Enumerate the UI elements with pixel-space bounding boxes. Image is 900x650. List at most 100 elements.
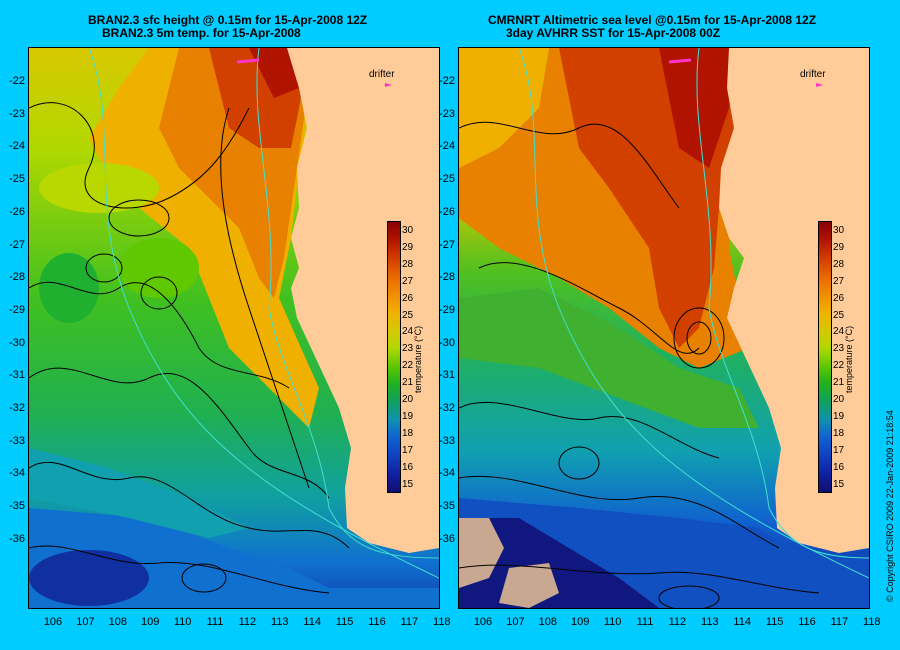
colorbar-tick-label: 17 [402, 444, 414, 456]
colorbar-tick-label: 26 [833, 292, 845, 304]
colorbar-tick-label: 23 [833, 343, 845, 355]
colorbar-tick-label: 27 [833, 275, 845, 287]
left-map-panel: drifter temperature (°C) [28, 47, 440, 609]
lat-tick-label: -36 [9, 532, 25, 545]
colorbar-tick-label: 30 [402, 225, 414, 236]
left-title-line1: BRAN2.3 sfc height @ 0.15m for 15-Apr-20… [88, 13, 368, 27]
copyright-notice: © Copyright CSIRO 2009 22-Jan-2009 21:18… [885, 410, 895, 602]
drifter-legend-marker-right [816, 83, 823, 87]
right-colorbar [818, 221, 832, 493]
colorbar-tick-label: 16 [402, 461, 414, 473]
drifter-legend-label-right: drifter [800, 69, 826, 80]
lat-tick-label: -32 [439, 402, 455, 414]
right-title-line2: 3day AVHRR SST for 15-Apr-2008 00Z [506, 26, 721, 40]
right-sst-map [459, 48, 869, 608]
lon-tick-label: 106 [473, 616, 493, 628]
colorbar-tick-label: 30 [833, 225, 845, 236]
lon-tick-label: 117 [400, 616, 419, 628]
colorbar-tick-label: 20 [833, 394, 845, 405]
drifter-track [236, 58, 260, 64]
colorbar-tick-label: 16 [833, 461, 845, 473]
lat-tick-label: -33 [9, 434, 25, 447]
right-colorbar-title: temperature (°C) [844, 325, 854, 393]
right-map-panel: drifter temperature (°C) [458, 47, 870, 609]
lat-tick-label: -26 [439, 205, 455, 218]
left-colorbar [387, 221, 401, 493]
lat-tick-label: -23 [439, 107, 455, 120]
lat-tick-label: -24 [439, 140, 455, 153]
drifter-legend-marker [385, 83, 392, 87]
lon-tick-label: 116 [368, 616, 386, 628]
lon-tick-label: 107 [76, 616, 95, 628]
lon-tick-label: 118 [433, 616, 451, 628]
colorbar-tick-label: 25 [402, 309, 414, 321]
lat-tick-label: -28 [9, 271, 25, 284]
colorbar-tick-label: 21 [833, 377, 845, 389]
colorbar-tick-label: 29 [833, 241, 845, 253]
colorbar-tick-label: 29 [402, 241, 414, 253]
lon-tick-label: 112 [668, 616, 687, 628]
lat-tick-label: -23 [9, 107, 25, 120]
colorbar-tick-label: 27 [402, 275, 414, 287]
lon-tick-label: 108 [538, 616, 557, 628]
colorbar-tick-label: 19 [402, 410, 414, 422]
lat-tick-label: -22 [439, 75, 455, 87]
lat-tick-label: -31 [439, 369, 455, 382]
colorbar-tick-label: 17 [833, 444, 845, 456]
lat-tick-label: -22 [9, 75, 25, 87]
colorbar-tick-label: 21 [402, 377, 414, 389]
lat-tick-label: -24 [9, 140, 25, 153]
lat-tick-label: -28 [439, 271, 455, 284]
lat-tick-label: -27 [9, 238, 25, 251]
lat-tick-label: -30 [439, 336, 455, 349]
lat-tick-label: -33 [439, 434, 455, 447]
colorbar-tick-label: 28 [402, 258, 414, 270]
lon-tick-label: 113 [271, 616, 289, 628]
lon-tick-label: 115 [765, 616, 784, 628]
left-title-line2: BRAN2.3 5m temp. for 15-Apr-2008 [102, 26, 301, 40]
colorbar-tick-label: 22 [833, 360, 845, 372]
lat-tick-label: -29 [439, 303, 455, 316]
lon-tick-label: 106 [43, 616, 63, 628]
lat-tick-label: -36 [439, 532, 455, 545]
lon-tick-label: 111 [206, 616, 224, 628]
colorbar-tick-label: 19 [833, 410, 845, 422]
lon-tick-label: 108 [108, 616, 127, 628]
left-colorbar-title: temperature (°C) [413, 325, 423, 393]
lon-tick-label: 111 [636, 616, 654, 628]
lat-tick-label: -34 [9, 467, 25, 480]
lat-tick-label: -25 [9, 173, 25, 186]
lat-tick-label: -26 [9, 205, 25, 218]
lat-tick-label: -25 [439, 173, 455, 186]
lon-tick-label: 116 [798, 616, 816, 628]
lat-tick-label: -30 [9, 336, 25, 349]
lon-tick-label: 110 [603, 616, 622, 628]
lat-tick-label: -35 [9, 500, 25, 513]
left-sst-map [29, 48, 439, 608]
drifter-legend-label: drifter [369, 69, 395, 80]
colorbar-tick-label: 20 [402, 394, 414, 405]
lat-tick-label: -32 [9, 402, 25, 414]
lon-tick-label: 118 [863, 616, 881, 628]
colorbar-tick-label: 24 [833, 326, 845, 338]
colorbar-tick-label: 15 [402, 478, 414, 490]
lon-tick-label: 114 [303, 616, 321, 628]
lon-tick-label: 115 [335, 616, 354, 628]
lat-tick-label: -27 [439, 238, 455, 251]
colorbar-tick-label: 18 [402, 427, 414, 439]
lon-tick-label: 112 [238, 616, 257, 628]
right-title-line1: CMRNRT Altimetric sea level @0.15m for 1… [488, 13, 817, 27]
colorbar-tick-label: 24 [402, 326, 414, 338]
lon-tick-label: 109 [141, 616, 160, 628]
land-mass [287, 48, 439, 553]
colorbar-tick-label: 22 [402, 360, 414, 372]
lon-tick-label: 114 [733, 616, 751, 628]
lon-tick-label: 113 [701, 616, 719, 628]
lon-tick-label: 110 [173, 616, 192, 628]
colorbar-tick-label: 26 [402, 292, 414, 304]
colorbar-tick-label: 23 [402, 343, 414, 355]
lon-tick-label: 109 [571, 616, 590, 628]
lon-tick-label: 107 [506, 616, 525, 628]
colorbar-tick-label: 28 [833, 258, 845, 270]
colorbar-tick-label: 25 [833, 309, 845, 321]
